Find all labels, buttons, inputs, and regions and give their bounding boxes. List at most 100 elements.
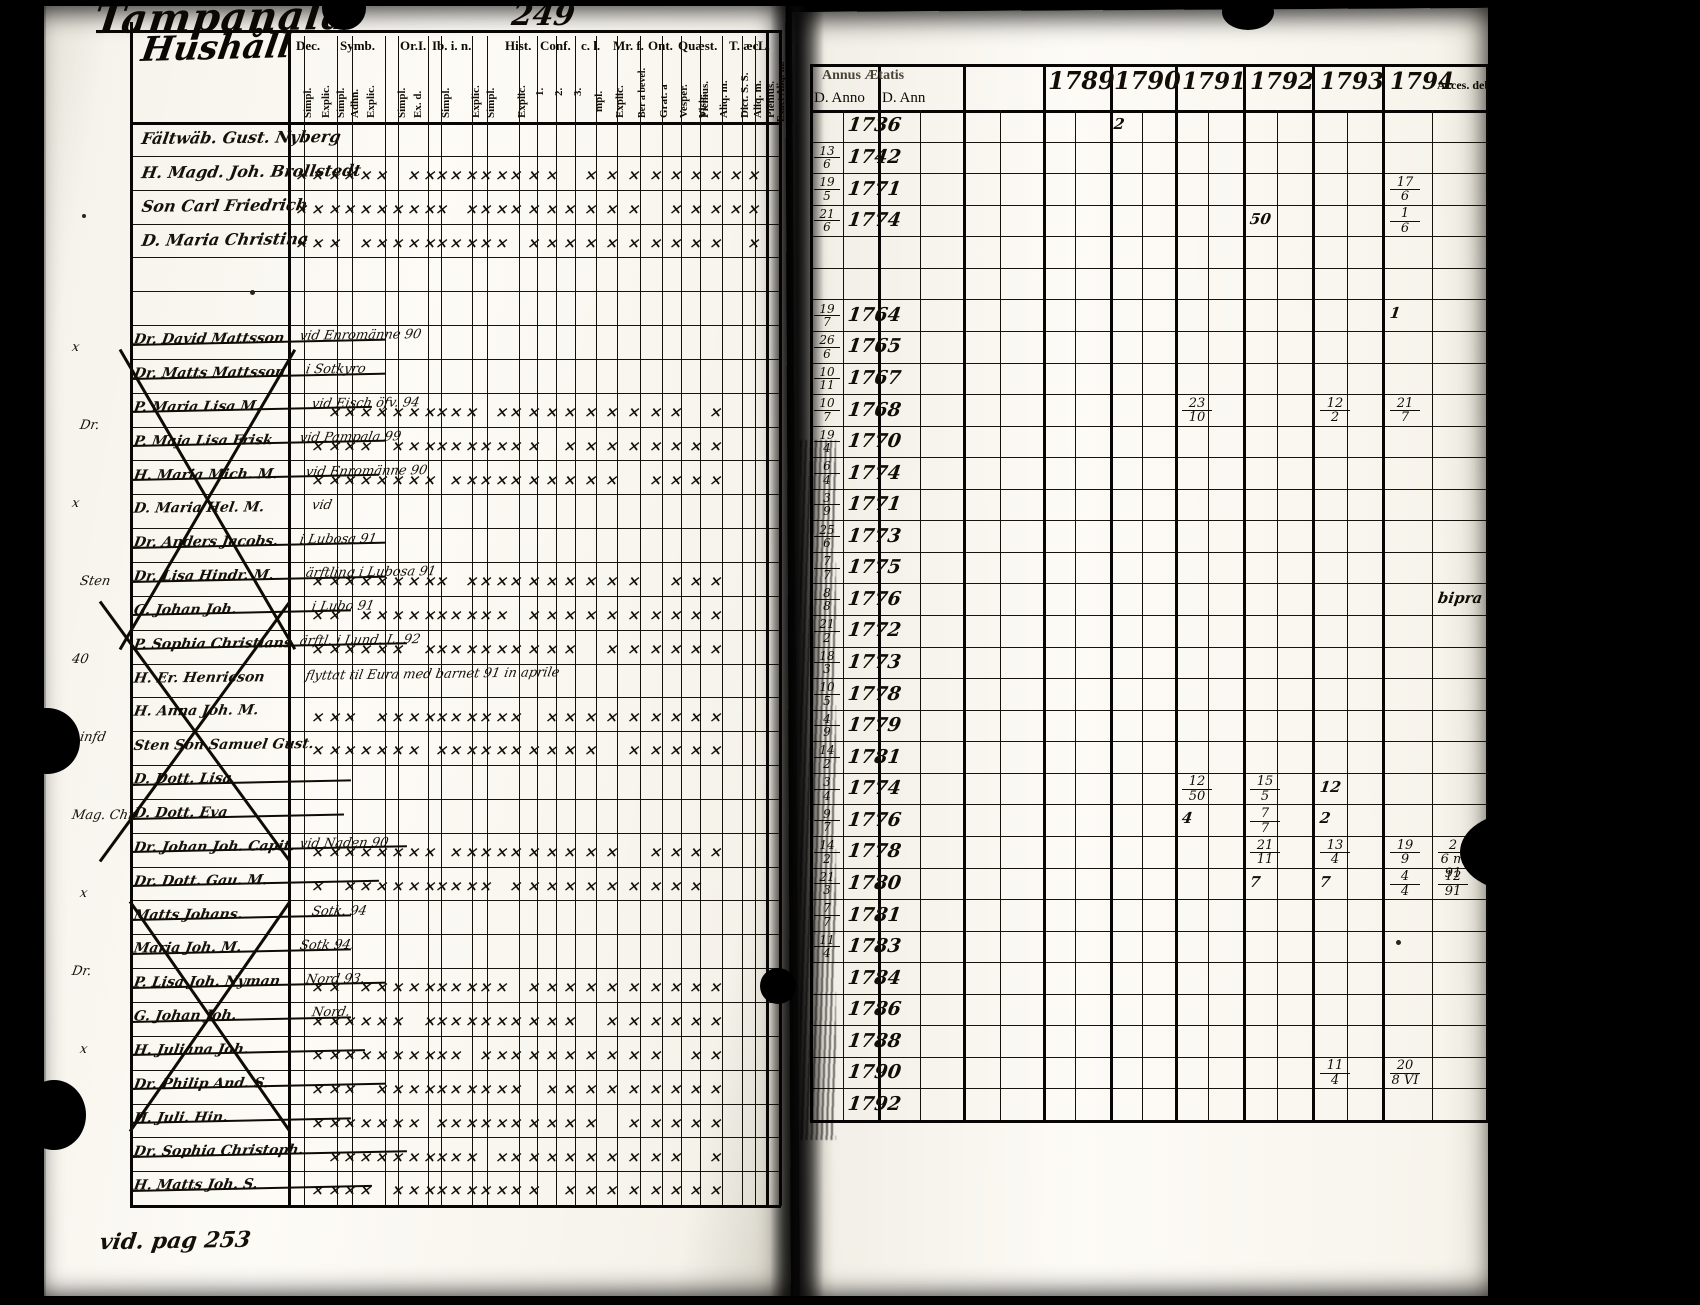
right-row-rule: [810, 993, 1488, 995]
margin-mark: 40: [70, 652, 90, 667]
row-rule: [130, 325, 781, 327]
clamp-bottom-left: [22, 1080, 86, 1150]
row-rule: [130, 426, 781, 428]
register-entry: 12 2: [1320, 396, 1350, 425]
birth-year: 1742: [846, 146, 903, 168]
margin-mark: infd: [78, 730, 107, 745]
right-row-rule: [810, 741, 1488, 743]
register-entry: 12 50: [1182, 775, 1212, 803]
birth-year: 1775: [846, 556, 903, 579]
row-name: Dr. Philip And. S.: [132, 1074, 270, 1093]
birth-day-month: 14 2: [814, 744, 840, 770]
subcap-explic-1: Explic.: [320, 85, 332, 118]
register-entry: 23 10: [1182, 396, 1212, 425]
right-row-rule: [810, 236, 1488, 238]
col-header-l: L.: [758, 38, 770, 53]
year-col-1793: 1793: [1320, 68, 1385, 95]
col-header-mrf: Mr. f.: [613, 38, 644, 53]
row-name: P. Sophia Christians.: [132, 634, 298, 653]
col-header-cl: c. l.: [581, 38, 601, 53]
row-rule: [130, 731, 781, 733]
row-rule: [130, 257, 781, 259]
register-entry: 17 6: [1390, 176, 1420, 204]
row-rule: [130, 832, 781, 834]
subcap-ber: Ber a bevel.: [637, 67, 648, 118]
right-row-rule: [810, 330, 1488, 332]
birth-day-month: 14 2: [814, 839, 840, 865]
register-entry: 12 91: [1438, 870, 1468, 898]
row-rule: [130, 291, 781, 293]
birth-day-month: 19 5: [814, 176, 840, 202]
bottom-edge-shadow: [0, 1296, 1700, 1305]
subcap-simpl-2: Simpl.: [335, 87, 347, 118]
row-rule: [130, 1035, 781, 1037]
right-header-d-ann: D. Ann: [882, 90, 926, 106]
right-row-rule: [810, 1056, 1488, 1058]
birth-year: 1783: [846, 935, 903, 957]
birth-year: 1764: [846, 303, 903, 326]
birth-year: 1776: [846, 587, 903, 610]
row-rule: [130, 189, 781, 191]
row-rule: [130, 528, 781, 530]
subcap-picnius: Picnius.: [699, 81, 711, 118]
right-row-rule: [810, 362, 1488, 364]
household-column-header: Hushåll: [138, 26, 294, 70]
right-row-rule: [810, 583, 1488, 585]
col-header-conf: Conf.: [540, 38, 571, 53]
year-col-1789: 1789: [1048, 66, 1115, 95]
birth-day-month: 18 3: [814, 650, 840, 676]
row-rule: [130, 358, 781, 360]
right-row-rule: [810, 772, 1488, 774]
left-edge-shadow-2: [28, 0, 46, 1305]
birth-year: 1768: [846, 398, 903, 421]
clamp-mid-right: [1460, 812, 1580, 892]
right-row-rule: [810, 457, 1488, 459]
top-edge-shadow: [0, 0, 1700, 6]
row-note: vid: [310, 497, 334, 513]
subcap-vesper: Vesper.: [678, 84, 690, 118]
register-entry: 21 11: [1250, 838, 1280, 867]
speck: [1396, 940, 1401, 945]
register-entry: 15 5: [1250, 775, 1280, 803]
subcap-explic-3: Explic.: [470, 85, 482, 118]
birth-year: 1781: [846, 745, 903, 768]
birth-day-month: 21 3: [814, 871, 840, 897]
clamp-bottom-center: [760, 968, 796, 1004]
right-row-rule: [810, 804, 1488, 806]
birth-year: 1786: [846, 998, 903, 1021]
right-row-rule: [810, 394, 1488, 396]
subcap-exact: Exact Aliq. m.: [776, 61, 787, 122]
register-entry: 11 4: [1320, 1059, 1350, 1087]
col-header-dec: Dec.: [296, 38, 321, 53]
row-rule: [130, 934, 781, 936]
subcap-1: 1.: [534, 87, 546, 96]
subcap-grat: Grat. a: [658, 84, 670, 118]
birth-day-month: 21 6: [814, 208, 840, 234]
subcap-simpl-1: Simpl.: [302, 87, 314, 118]
birth-year: 1736: [846, 114, 903, 137]
subcap-simpl-3: Simpl.: [396, 87, 408, 118]
row-rule: [130, 562, 781, 563]
birth-day-month: 10 5: [814, 681, 840, 707]
birth-year: 1790: [846, 1061, 903, 1084]
row-rule: [130, 595, 781, 597]
col-header-hist: Hist.: [505, 38, 532, 53]
birth-year: 1792: [846, 1092, 903, 1115]
row-rule: [130, 460, 781, 462]
subcap-aliqm-1: Aliq. m.: [718, 80, 730, 118]
margin-mark: Dr.: [70, 964, 93, 979]
right-row-rule: [810, 899, 1488, 901]
birth-year: 1771: [846, 177, 903, 200]
row-rule: [130, 900, 781, 902]
row-name: G. Johan Joh.: [132, 601, 238, 619]
subcap-dictss: Dict. S. S.: [739, 72, 751, 118]
birth-year: 1780: [846, 871, 903, 894]
birth-year: 1778: [846, 840, 903, 863]
birth-year: 1778: [846, 682, 903, 705]
birth-year: 1774: [846, 461, 903, 484]
